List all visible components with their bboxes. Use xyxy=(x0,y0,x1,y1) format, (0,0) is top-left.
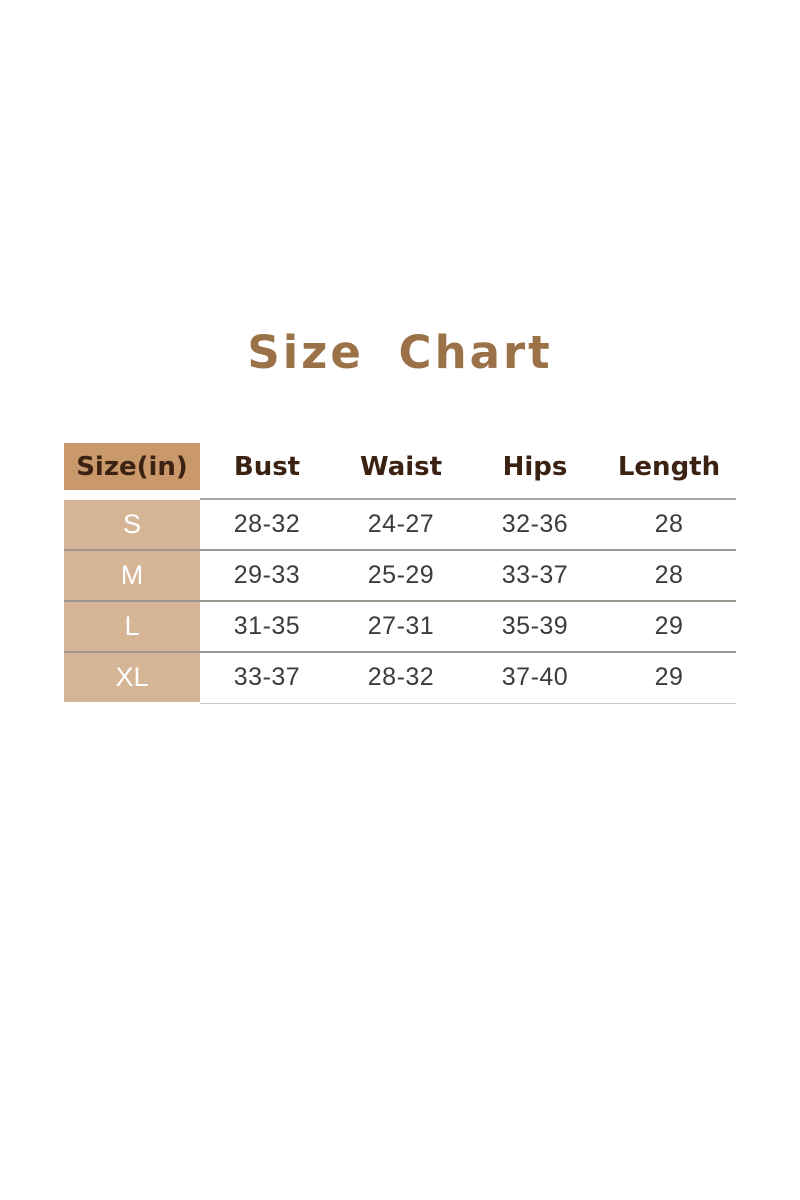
hips-value-cell: 37-40 xyxy=(468,653,602,702)
size-label-cell: S xyxy=(64,500,200,549)
header-cell-waist: Waist xyxy=(359,451,443,482)
page-title: Size Chart xyxy=(247,326,553,379)
header-cell-length: Length xyxy=(617,451,721,482)
waist-value-cell: 28-32 xyxy=(334,653,468,702)
waist-value-cell: 25-29 xyxy=(334,551,468,600)
header-cell-hips: Hips xyxy=(502,451,568,482)
table-body: S 28-32 24-27 32-36 28 M 29-33 25-29 33-… xyxy=(64,498,736,704)
size-chart-table: Size(in) Bust Waist Hips Length S 28-32 … xyxy=(64,443,736,704)
waist-value-cell: 27-31 xyxy=(334,602,468,651)
hips-value-cell: 35-39 xyxy=(468,602,602,651)
bust-value-cell: 29-33 xyxy=(200,551,334,600)
length-value-cell: 29 xyxy=(602,602,736,651)
size-label-cell: L xyxy=(64,602,200,651)
length-value-cell: 28 xyxy=(602,500,736,549)
bust-value-cell: 28-32 xyxy=(200,500,334,549)
bust-value-cell: 33-37 xyxy=(200,653,334,702)
length-value-cell: 29 xyxy=(602,653,736,702)
table-header-row: Size(in) Bust Waist Hips Length xyxy=(64,443,736,490)
hips-value-cell: 33-37 xyxy=(468,551,602,600)
header-cell-size: Size(in) xyxy=(64,443,200,490)
table-row-m: M 29-33 25-29 33-37 28 xyxy=(64,549,736,600)
length-value-cell: 28 xyxy=(602,551,736,600)
table-row-s: S 28-32 24-27 32-36 28 xyxy=(64,498,736,549)
hips-value-cell: 32-36 xyxy=(468,500,602,549)
bust-value-cell: 31-35 xyxy=(200,602,334,651)
size-label-cell: M xyxy=(64,551,200,600)
waist-value-cell: 24-27 xyxy=(334,500,468,549)
size-label-cell: XL xyxy=(64,653,200,702)
table-row-xl: XL 33-37 28-32 37-40 29 xyxy=(64,651,736,704)
header-cell-bust: Bust xyxy=(233,451,301,482)
table-row-l: L 31-35 27-31 35-39 29 xyxy=(64,600,736,651)
